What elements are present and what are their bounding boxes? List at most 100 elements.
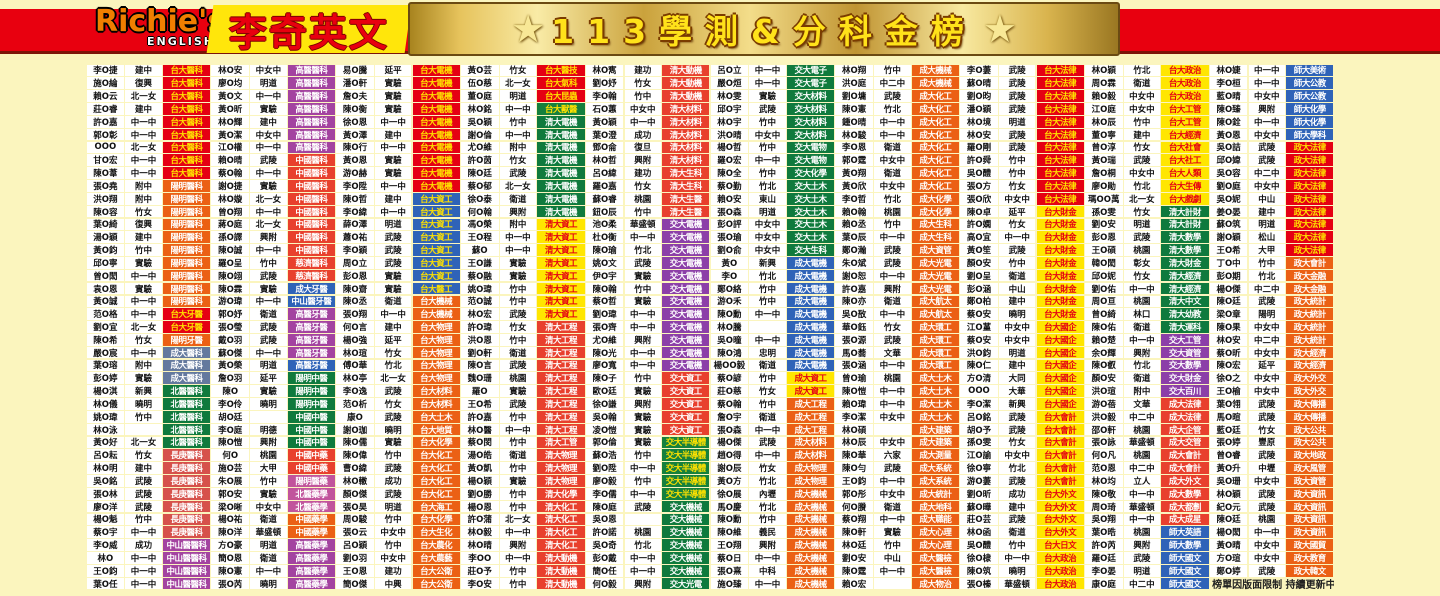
student-entry: 葉O晧 桃園 師大英語 bbox=[1084, 526, 1209, 539]
student-entry: 孫O譯 興附 中國醫科 bbox=[211, 231, 336, 244]
student-name: 蔡O宇 bbox=[86, 526, 125, 539]
high-school-name: 竹女 bbox=[624, 77, 661, 90]
department-cell: 台大會計 bbox=[1036, 410, 1084, 423]
department-cell: 北醫藥學 bbox=[287, 487, 335, 500]
department-cell: 慈濟醫科 bbox=[287, 269, 335, 282]
high-school-name: 中一中 bbox=[499, 526, 537, 539]
student-entry: 華O鈺 竹女 成大環工 bbox=[835, 321, 960, 334]
department-cell: 台大資工 bbox=[412, 244, 460, 256]
department-cell: 中國藥學 bbox=[287, 513, 335, 526]
high-school-name: 中一中 bbox=[998, 231, 1036, 243]
student-name: 黃O文 bbox=[211, 90, 249, 102]
department-cell: 清大生科 bbox=[662, 167, 710, 179]
student-entry: 林O亭 北一女 台大物理 bbox=[336, 372, 461, 385]
high-school-name: 竹女 bbox=[1123, 205, 1161, 218]
student-entry: 曾O瑜 桃園 成大土木 bbox=[835, 372, 960, 385]
student-name: 施O綸 bbox=[86, 77, 125, 90]
department-cell: 政大統計 bbox=[1286, 295, 1334, 308]
department-cell: 清大工程 bbox=[537, 346, 585, 359]
student-name: 陳O翊 bbox=[211, 269, 249, 282]
department-cell: 台大政治 bbox=[1161, 77, 1209, 90]
student-name: 陳O容 bbox=[86, 205, 125, 218]
student-name: 韓O閎 bbox=[1084, 257, 1123, 269]
department-cell: 台大國企 bbox=[1036, 359, 1084, 372]
high-school-name bbox=[125, 423, 162, 436]
department-cell: 台大化工 bbox=[412, 487, 460, 500]
department-cell: 慈濟醫科 bbox=[287, 257, 335, 269]
student-entry: 鈕O辰 竹中 清大生醫 bbox=[585, 205, 710, 218]
student-name: OOO bbox=[86, 141, 125, 154]
student-entry: 許O嘉 竹中 清大工程 bbox=[460, 410, 585, 423]
department-cell: 成大法律 bbox=[1161, 410, 1209, 423]
department-cell: 交大材料 bbox=[786, 115, 835, 128]
department-cell: 成大機械 bbox=[911, 64, 959, 77]
high-school-name: 中一中 bbox=[874, 269, 911, 282]
student-name: 羅O bbox=[460, 385, 499, 397]
student-entry: 傅O華 竹北 台大物理 bbox=[336, 359, 461, 372]
student-entry: 林O嫙 北一女 中國醫科 bbox=[211, 192, 336, 205]
high-school-name: 武陵 bbox=[874, 462, 911, 474]
high-school-name: 復旦 bbox=[624, 141, 661, 154]
student-name: 張O熹 bbox=[710, 564, 749, 577]
high-school-name: 武陵 bbox=[749, 103, 786, 115]
department-cell: 交大電機 bbox=[662, 308, 710, 320]
student-name: 陳O臻 bbox=[1209, 103, 1248, 115]
student-name: 鄭O婷 bbox=[1209, 564, 1248, 577]
student-name: 陳O偉 bbox=[336, 449, 374, 462]
student-name: 張O瑩 bbox=[211, 321, 249, 333]
high-school-name: 桃園 bbox=[624, 526, 661, 539]
student-entry: 曹O緯 武陵 台大化工 bbox=[336, 462, 461, 475]
high-school-name: 竹中 bbox=[624, 282, 661, 295]
high-school-name: 延平 bbox=[374, 333, 412, 346]
high-school-name: 明道 bbox=[374, 218, 412, 231]
student-name: 陳O霖 bbox=[211, 282, 249, 295]
student-entry: 馮O榮 附中 清大資工 bbox=[460, 218, 585, 231]
high-school-name: 實驗 bbox=[374, 282, 412, 295]
high-school-name: 實驗 bbox=[250, 385, 287, 397]
student-name: 李O儒 bbox=[585, 487, 624, 500]
student-name: 李O捷 bbox=[86, 64, 125, 77]
student-name: 李O安 bbox=[460, 577, 499, 590]
high-school-name: 實驗 bbox=[374, 103, 412, 115]
student-name: 顏O安 bbox=[1084, 372, 1123, 385]
student-entry: 楊O魁 竹中 長庚醫科 bbox=[86, 513, 211, 526]
student-entry: 劉O佑 中一中 清大經濟 bbox=[1084, 282, 1209, 295]
student-name: 羅O廷 bbox=[1084, 552, 1123, 564]
student-name: 李O穎 bbox=[336, 244, 374, 256]
student-entry: 廖O洋 武陵 長庚醫科 bbox=[86, 500, 211, 513]
department-cell: 成大電機 bbox=[786, 321, 835, 333]
department-cell: 中山醫醫科 bbox=[162, 552, 211, 564]
high-school-name: 竹北 bbox=[998, 462, 1036, 474]
student-name: 許O嘉 bbox=[460, 410, 499, 423]
student-name: 馬O蕎 bbox=[835, 346, 873, 359]
department-cell: 成大統計 bbox=[911, 487, 959, 500]
student-name: 陳O勻 bbox=[835, 462, 873, 474]
high-school-name: 竹北 bbox=[624, 539, 661, 551]
department-cell: 清大電機 bbox=[537, 180, 585, 192]
high-school-name: 明道 bbox=[749, 205, 786, 218]
department-cell: 陽明醫科 bbox=[162, 231, 211, 243]
student-entry: 高O宜 中一中 台大財金 bbox=[960, 231, 1085, 244]
student-name: 彭O恩 bbox=[1084, 231, 1123, 243]
high-school-name: 明德 bbox=[250, 423, 287, 436]
department-cell: 政大韓文 bbox=[1286, 564, 1334, 577]
student-name: 劉O陞 bbox=[585, 462, 624, 474]
student-name: 許O舜 bbox=[960, 154, 998, 167]
department-cell: 成大心理 bbox=[911, 526, 959, 539]
table-row: 劉O宜 北一女 台大牙醫 張O瑩 武陵 高醫牙醫 何O言 建中 台大物理 許O瑋 竹女 清大工程 張O齊… bbox=[86, 321, 1334, 334]
department-cell: 交大電子 bbox=[786, 64, 835, 77]
department-cell: 成大工程 bbox=[786, 398, 835, 410]
department-cell: 清大生醫 bbox=[662, 205, 710, 218]
student-name: 王O恩 bbox=[336, 564, 374, 577]
department-cell: 成大資工 bbox=[786, 372, 835, 385]
student-name: 石O蕙 bbox=[585, 103, 624, 115]
student-name: 謝O倫 bbox=[460, 128, 499, 141]
student-name: 范O恩 bbox=[1084, 462, 1123, 474]
high-school-name: 衛道 bbox=[874, 500, 911, 513]
student-entry: 張O林 武陵 長庚醫科 bbox=[86, 487, 211, 500]
student-name: 徐O之 bbox=[1209, 372, 1248, 385]
department-cell: 政大資訊 bbox=[1286, 500, 1334, 513]
high-school-name: 中一中 bbox=[749, 449, 786, 462]
high-school-name: 竹中 bbox=[749, 167, 786, 179]
high-school-name: 林口 bbox=[1123, 308, 1161, 320]
